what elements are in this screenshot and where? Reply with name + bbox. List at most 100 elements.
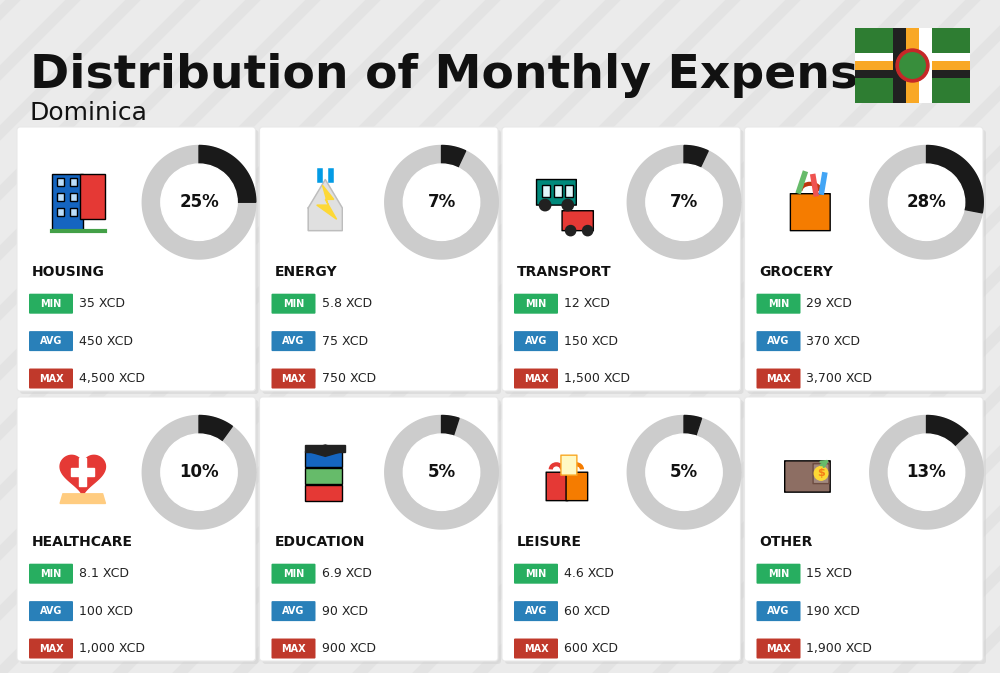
- FancyBboxPatch shape: [52, 174, 83, 231]
- Text: MIN: MIN: [768, 569, 789, 579]
- Text: MAX: MAX: [766, 643, 791, 653]
- FancyBboxPatch shape: [919, 28, 932, 103]
- Text: 75 XCD: 75 XCD: [322, 334, 368, 348]
- FancyBboxPatch shape: [542, 185, 550, 197]
- Text: AVG: AVG: [767, 606, 790, 616]
- FancyBboxPatch shape: [20, 400, 258, 664]
- FancyBboxPatch shape: [502, 397, 740, 661]
- Text: AVG: AVG: [767, 336, 790, 346]
- FancyBboxPatch shape: [514, 369, 558, 388]
- Text: 5%: 5%: [427, 463, 456, 481]
- Text: 29 XCD: 29 XCD: [806, 297, 852, 310]
- Text: 100 XCD: 100 XCD: [79, 604, 133, 618]
- Polygon shape: [385, 145, 498, 259]
- FancyBboxPatch shape: [305, 451, 342, 466]
- Circle shape: [562, 199, 573, 211]
- FancyBboxPatch shape: [748, 400, 986, 664]
- Text: AVG: AVG: [40, 606, 62, 616]
- FancyBboxPatch shape: [20, 130, 258, 394]
- Text: $: $: [817, 468, 825, 479]
- Polygon shape: [60, 494, 105, 503]
- FancyBboxPatch shape: [260, 397, 498, 661]
- Text: 370 XCD: 370 XCD: [806, 334, 860, 348]
- Polygon shape: [442, 145, 466, 168]
- FancyBboxPatch shape: [29, 331, 73, 351]
- FancyBboxPatch shape: [17, 127, 256, 391]
- Circle shape: [888, 164, 965, 240]
- Text: 13%: 13%: [907, 463, 946, 481]
- Polygon shape: [927, 415, 968, 446]
- Circle shape: [566, 225, 576, 236]
- Text: 7%: 7%: [670, 193, 698, 211]
- Text: 15 XCD: 15 XCD: [806, 567, 852, 580]
- FancyBboxPatch shape: [855, 70, 970, 78]
- Polygon shape: [308, 180, 342, 231]
- FancyBboxPatch shape: [272, 369, 316, 388]
- Circle shape: [646, 434, 722, 510]
- Polygon shape: [305, 445, 345, 452]
- Text: 10%: 10%: [179, 463, 219, 481]
- Text: AVG: AVG: [40, 336, 62, 346]
- Text: Dominica: Dominica: [30, 101, 148, 125]
- Text: 6.9 XCD: 6.9 XCD: [322, 567, 371, 580]
- Circle shape: [888, 434, 965, 510]
- FancyBboxPatch shape: [260, 127, 498, 391]
- FancyBboxPatch shape: [80, 174, 105, 219]
- FancyBboxPatch shape: [757, 601, 800, 621]
- FancyBboxPatch shape: [514, 331, 558, 351]
- FancyBboxPatch shape: [29, 639, 73, 658]
- Text: 5.8 XCD: 5.8 XCD: [322, 297, 372, 310]
- Text: 90 XCD: 90 XCD: [322, 604, 368, 618]
- Text: MAX: MAX: [281, 374, 306, 384]
- FancyBboxPatch shape: [272, 639, 316, 658]
- Text: HOUSING: HOUSING: [32, 265, 105, 279]
- Circle shape: [161, 164, 237, 240]
- Text: EDUCATION: EDUCATION: [274, 535, 365, 549]
- FancyBboxPatch shape: [565, 185, 573, 197]
- Circle shape: [539, 199, 551, 211]
- FancyBboxPatch shape: [272, 293, 316, 314]
- Text: MIN: MIN: [283, 299, 304, 309]
- Text: 35 XCD: 35 XCD: [79, 297, 125, 310]
- Text: MIN: MIN: [40, 299, 62, 309]
- FancyBboxPatch shape: [554, 185, 562, 197]
- Polygon shape: [79, 458, 86, 487]
- Polygon shape: [385, 415, 498, 529]
- FancyBboxPatch shape: [757, 293, 800, 314]
- Polygon shape: [684, 145, 708, 168]
- Text: 4,500 XCD: 4,500 XCD: [79, 372, 145, 385]
- Polygon shape: [142, 145, 256, 259]
- Text: MAX: MAX: [766, 374, 791, 384]
- Text: TRANSPORT: TRANSPORT: [517, 265, 612, 279]
- Polygon shape: [317, 185, 337, 219]
- FancyBboxPatch shape: [57, 193, 64, 201]
- Circle shape: [900, 52, 925, 78]
- Text: AVG: AVG: [282, 336, 305, 346]
- FancyBboxPatch shape: [514, 639, 558, 658]
- FancyBboxPatch shape: [757, 564, 800, 583]
- FancyBboxPatch shape: [29, 601, 73, 621]
- FancyBboxPatch shape: [272, 331, 316, 351]
- FancyBboxPatch shape: [57, 209, 64, 217]
- Polygon shape: [442, 415, 459, 436]
- FancyBboxPatch shape: [262, 400, 501, 664]
- FancyBboxPatch shape: [57, 178, 64, 186]
- Text: 1,900 XCD: 1,900 XCD: [806, 642, 872, 655]
- FancyBboxPatch shape: [262, 130, 501, 394]
- FancyBboxPatch shape: [855, 28, 970, 103]
- FancyBboxPatch shape: [561, 455, 577, 475]
- Text: 150 XCD: 150 XCD: [564, 334, 618, 348]
- FancyBboxPatch shape: [502, 127, 740, 391]
- Circle shape: [403, 434, 480, 510]
- Text: MIN: MIN: [525, 569, 547, 579]
- FancyBboxPatch shape: [272, 601, 316, 621]
- Polygon shape: [305, 445, 345, 456]
- Text: 12 XCD: 12 XCD: [564, 297, 610, 310]
- Text: 1,500 XCD: 1,500 XCD: [564, 372, 630, 385]
- Text: MIN: MIN: [283, 569, 304, 579]
- Text: Distribution of Monthly Expenses: Distribution of Monthly Expenses: [30, 53, 918, 98]
- Text: 450 XCD: 450 XCD: [79, 334, 133, 348]
- Polygon shape: [142, 415, 256, 529]
- FancyBboxPatch shape: [566, 472, 588, 501]
- Text: 7%: 7%: [427, 193, 456, 211]
